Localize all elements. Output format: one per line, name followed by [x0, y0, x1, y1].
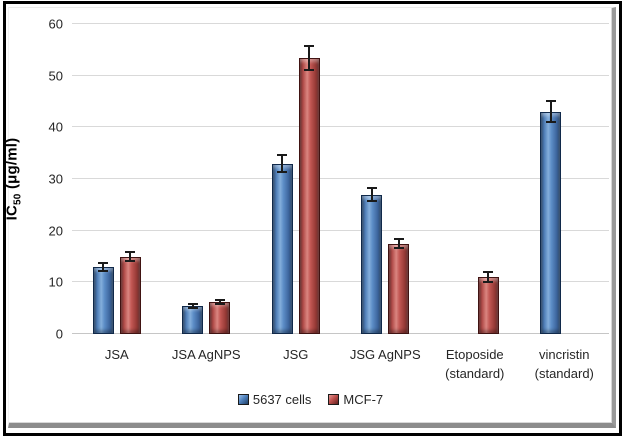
- y-tick-label-40: 40: [48, 119, 63, 135]
- error-bar-jsg-agnps-5637-cells: [366, 186, 377, 203]
- bar-jsa-agnps-mcf-7: [209, 301, 231, 334]
- gridline-30: [72, 178, 609, 179]
- y-axis-title-text: IC50 (μg/ml): [3, 137, 23, 221]
- error-bar-part: [214, 303, 225, 306]
- gridline-10: [72, 281, 609, 283]
- bar-jsg-agnps-mcf-7: [388, 243, 410, 334]
- error-bar-part: [129, 251, 132, 262]
- error-bar-jsg-agnps-mcf-7: [393, 238, 404, 249]
- x-tick-label-jsg: JSG: [283, 347, 309, 362]
- gridline-0: [72, 333, 609, 334]
- bar-jsg-agnps-5637-cells: [361, 194, 383, 334]
- error-bar-part: [98, 270, 109, 272]
- y-tick-label-60: 60: [48, 16, 63, 32]
- error-bar-part: [98, 261, 109, 264]
- error-bar-part: [545, 121, 556, 124]
- y-tick-label-20: 20: [48, 223, 63, 239]
- error-bar-part: [393, 246, 404, 249]
- x-tick-label-jsa: JSA: [104, 347, 129, 362]
- x-tick-label-etoposide-standard: Etoposide (standard): [445, 347, 505, 381]
- error-bar-part: [393, 238, 404, 241]
- legend-marker-mcf-7-icon: [328, 394, 340, 405]
- error-bar-vincristin-standard-5637-cells: [545, 100, 556, 124]
- error-bar-part: [214, 298, 225, 301]
- bar-jsg-5637-cells: [271, 163, 293, 334]
- legend-item-5637-cells: 5637 cells: [237, 392, 312, 407]
- error-bar-part: [549, 100, 552, 124]
- bar-vincristin-standard-5637-cells: [540, 111, 562, 334]
- error-bar-part: [304, 68, 315, 71]
- x-tick-label-jsg-agnps: JSG AgNPS: [349, 347, 421, 362]
- bar-jsa-agnps-5637-cells: [182, 305, 204, 334]
- gridline-20: [72, 229, 609, 231]
- y-tick-label-10: 10: [48, 274, 63, 290]
- bar-etoposide-standard-mcf-7: [477, 277, 499, 334]
- error-bar-part: [277, 154, 288, 157]
- error-bar-jsa-mcf-7: [125, 251, 136, 262]
- legend-item-mcf-7: MCF-7: [328, 392, 383, 407]
- x-tick-label-vincristin-standard: vincristin (standard): [534, 347, 594, 381]
- x-tick-label-jsa-agnps: JSA AgNPS: [171, 347, 241, 362]
- y-tick-label-30: 30: [48, 171, 63, 187]
- gridline-60: [72, 23, 609, 24]
- error-bar-jsg-5637-cells: [277, 154, 288, 173]
- error-bar-jsa-5637-cells: [98, 261, 109, 272]
- error-bar-part: [545, 100, 556, 103]
- error-bar-jsa-agnps-5637-cells: [187, 302, 198, 309]
- error-bar-jsg-mcf-7: [304, 44, 315, 71]
- error-bar-part: [397, 238, 400, 249]
- error-bar-part: [191, 302, 194, 309]
- chart-container: IC50 (μg/ml) 0 10 20 30 40 50 60 JSA JSA AgNPS J…: [3, 7, 616, 428]
- error-bar-part: [304, 44, 315, 47]
- plot-area: IC50 (μg/ml) 0 10 20 30 40 50 60: [3, 18, 609, 341]
- error-bar-part: [277, 170, 288, 173]
- error-bar-part: [308, 44, 311, 71]
- error-bar-part: [370, 186, 373, 203]
- legend-label-5637-cells: 5637 cells: [252, 392, 312, 407]
- legend: 5637 cells MCF-7: [9, 392, 612, 407]
- error-bar-part: [366, 186, 377, 189]
- error-bar-jsa-agnps-mcf-7: [214, 298, 225, 306]
- gridline-40: [72, 126, 609, 128]
- gridline-50: [72, 74, 609, 76]
- legend-marker-5637-cells-icon: [237, 394, 249, 405]
- legend-label-mcf-7: MCF-7: [343, 392, 384, 407]
- error-bar-part: [281, 154, 284, 173]
- error-bar-part: [483, 270, 494, 273]
- error-bar-part: [366, 200, 377, 203]
- image-border: IC50 (μg/ml) 0 10 20 30 40 50 60 JSA JSA AgNPS J…: [3, 1, 622, 436]
- error-bar-part: [187, 306, 198, 309]
- error-bar-part: [125, 251, 136, 254]
- bar-jsg-mcf-7: [298, 57, 320, 334]
- bar-jsa-5637-cells: [92, 266, 114, 334]
- error-bar-part: [487, 270, 490, 284]
- error-bar-etoposide-standard-mcf-7: [483, 270, 494, 284]
- error-bar-part: [102, 261, 105, 272]
- error-bar-part: [187, 302, 198, 305]
- bar-jsa-mcf-7: [119, 256, 141, 334]
- y-axis-title: IC50 (μg/ml): [2, 24, 24, 334]
- error-bar-part: [125, 259, 136, 262]
- x-axis-labels: JSA JSA AgNPS JSG JSG AgNPS Etoposide (stand…: [72, 346, 609, 384]
- error-bar-part: [218, 298, 221, 306]
- y-tick-label-0: 0: [55, 326, 63, 342]
- error-bar-part: [483, 281, 494, 284]
- y-tick-label-50: 50: [48, 68, 63, 84]
